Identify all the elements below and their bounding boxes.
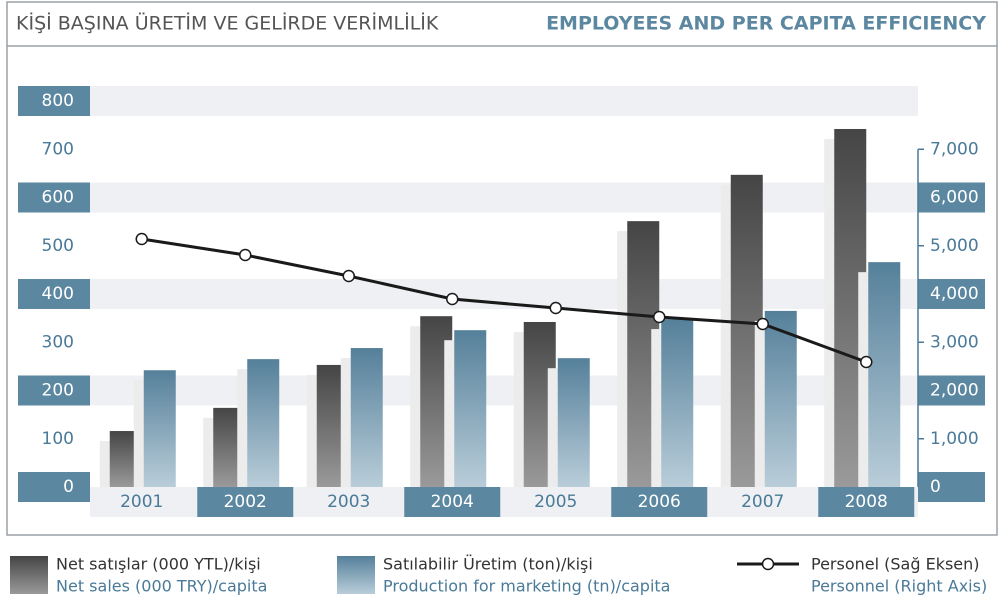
y-tick-label: 800 [42, 91, 74, 111]
line [141, 237, 867, 364]
tick-box [18, 182, 90, 213]
line-point [239, 248, 252, 262]
legend-swatch [10, 556, 48, 594]
x-tick-label: 2005 [534, 492, 577, 512]
tick-box [918, 375, 985, 406]
y-tick-label: 500 [42, 236, 74, 256]
legend-label: Personel (Sağ Eksen) [811, 555, 980, 574]
legend-label: Net satışlar (000 YTL)/kişi [56, 555, 261, 574]
y-tick-label: 100 [42, 429, 74, 449]
line-point [135, 232, 148, 246]
bar [247, 359, 280, 487]
grid-band [90, 86, 918, 116]
y2-tick-label: 5,000 [930, 236, 979, 256]
tick-box [918, 472, 985, 502]
bar [557, 358, 590, 487]
bar [868, 262, 901, 487]
legend-label: Personnel (Right Axis) [811, 577, 987, 596]
legend-label: Production for marketing (tn)/capita [383, 577, 670, 596]
y-tick-label: 400 [42, 284, 74, 304]
bar [454, 330, 487, 487]
y2-tick-label: 1,000 [930, 429, 979, 449]
y-tick-label: 700 [42, 139, 74, 159]
y2-tick-label: 7,000 [930, 139, 979, 159]
tick-box [611, 487, 708, 517]
tick-box [18, 279, 90, 309]
line-point [549, 301, 562, 315]
x-tick-label: 2007 [741, 492, 784, 512]
y-tick-label: 300 [42, 332, 74, 352]
tick-box [197, 487, 294, 517]
tick-box [404, 487, 501, 517]
legend-label: Net sales (000 TRY)/capita [56, 577, 267, 596]
bar [143, 370, 176, 487]
tick-box [918, 279, 985, 309]
x-tick-label: 2001 [120, 492, 163, 512]
x-tick-label: 2008 [845, 492, 888, 512]
x-tick-label: 2006 [638, 492, 681, 512]
frame [6, 1, 998, 536]
line-point [653, 310, 666, 324]
legend-label: Satılabilir Üretim (ton)/kişi [383, 555, 593, 574]
legend-swatch [337, 556, 375, 594]
bar [350, 348, 383, 487]
x-tick-label: 2003 [327, 492, 370, 512]
tick-box [818, 487, 915, 517]
y-tick-label: 200 [42, 381, 74, 401]
line-point [860, 355, 873, 369]
y2-tick-label: 3,000 [930, 332, 979, 352]
bar [661, 319, 694, 487]
grid-band [90, 182, 918, 213]
tick-box [18, 472, 90, 502]
y2-tick-label: 0 [930, 477, 941, 497]
x-tick-label: 2002 [224, 492, 267, 512]
chart-subtitle: EMPLOYEES AND PER CAPITA EFFICIENCY [546, 13, 986, 35]
y2-tick-label: 2,000 [930, 381, 979, 401]
bar [764, 310, 797, 487]
tick-box [18, 375, 90, 406]
x-tick-label: 2004 [431, 492, 474, 512]
line-point [446, 292, 459, 306]
chart-title: KİŞİ BAŞINA ÜRETİM VE GELİRDE VERİMLİLİK [16, 12, 439, 35]
y2-tick-label: 4,000 [930, 284, 979, 304]
y-tick-label: 0 [63, 477, 74, 497]
line-point [756, 317, 769, 331]
tick-box [18, 86, 90, 116]
line-point [342, 269, 355, 283]
y-tick-label: 600 [42, 188, 74, 208]
legend-swatch [761, 557, 775, 571]
y2-tick-label: 6,000 [930, 188, 979, 208]
tick-box [918, 182, 985, 213]
